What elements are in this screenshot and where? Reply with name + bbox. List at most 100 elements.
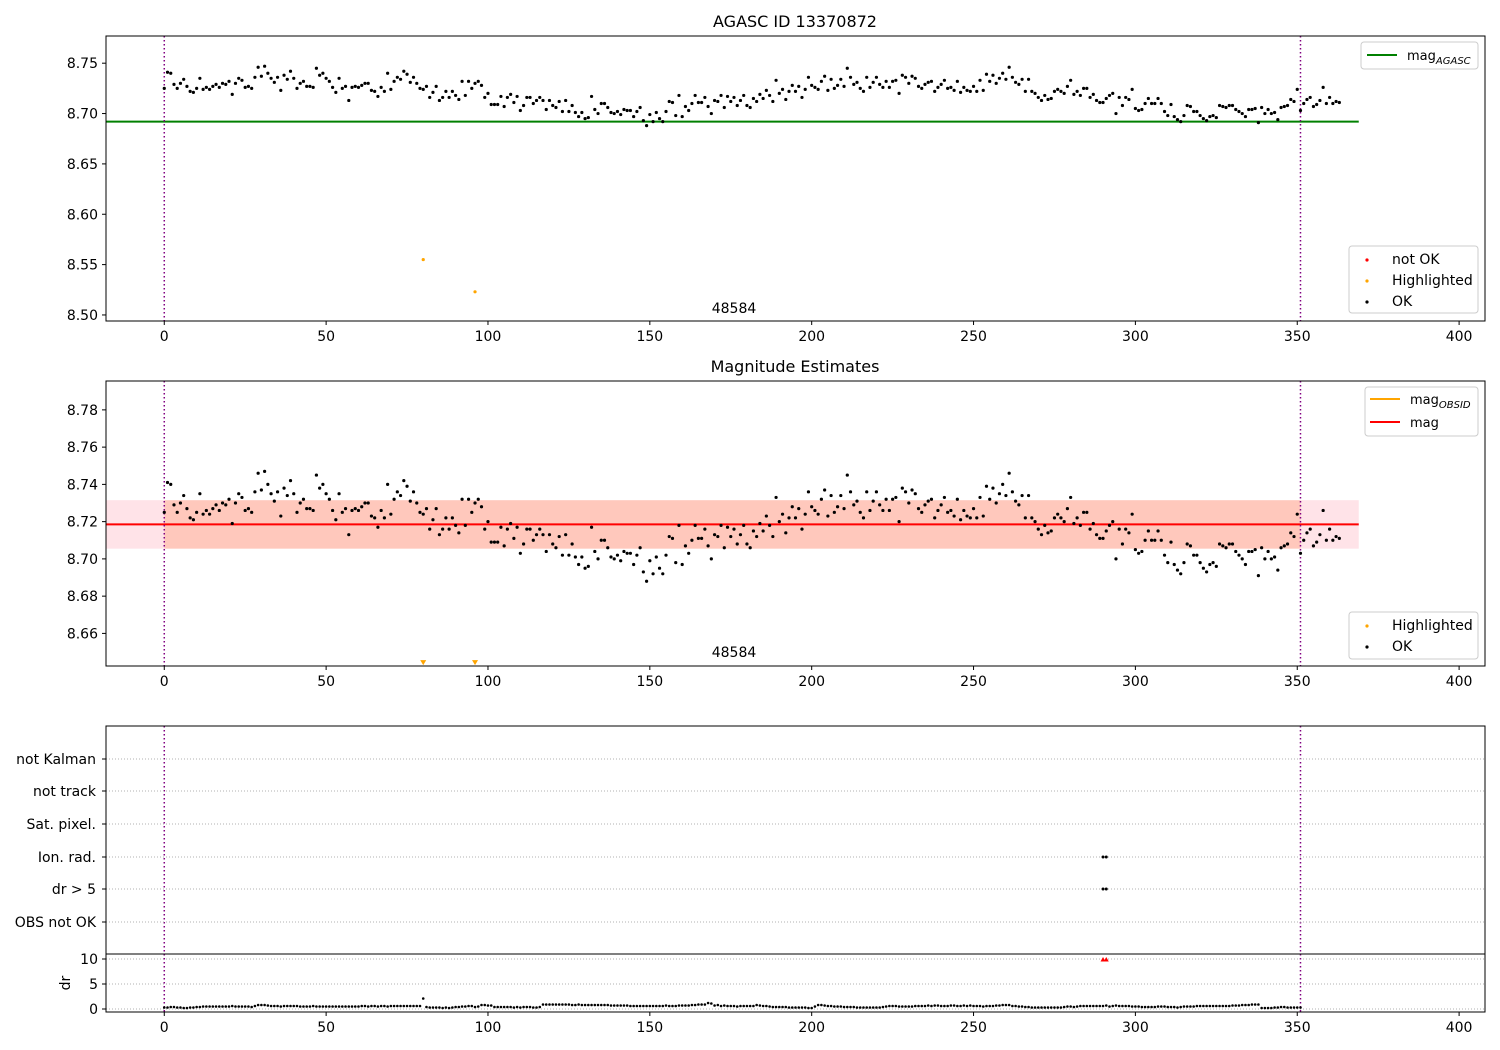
flag-label: OBS not OK	[15, 915, 97, 931]
ok-point	[327, 79, 331, 83]
ok-point	[874, 75, 879, 79]
ok-point	[220, 501, 225, 505]
ok-point	[211, 506, 215, 511]
ok-point	[1230, 542, 1235, 546]
ok-point	[411, 75, 416, 79]
ok-point	[1088, 527, 1092, 531]
ok-point	[1289, 97, 1293, 102]
ok-point	[275, 75, 280, 79]
dr-point	[1147, 1005, 1150, 1009]
dr-point	[629, 1004, 632, 1008]
ok-point	[1162, 109, 1167, 114]
dr-point	[1053, 1006, 1056, 1009]
dr-point	[781, 1005, 784, 1009]
ok-point	[460, 497, 464, 501]
ok-point	[1279, 546, 1283, 550]
dr-point	[732, 1004, 736, 1008]
dr-point	[1049, 1006, 1053, 1009]
ok-point	[405, 72, 409, 76]
ok-point	[172, 82, 176, 86]
ok-point	[382, 89, 386, 93]
dr-point	[871, 1006, 875, 1009]
dr-point	[567, 1003, 571, 1006]
dr-point	[509, 1005, 512, 1009]
dr-point	[554, 1003, 558, 1006]
ok-point	[444, 89, 448, 93]
ok-point	[722, 105, 726, 110]
ok-point	[373, 89, 377, 93]
ok-point	[920, 510, 924, 514]
ok-point	[1127, 531, 1131, 535]
ok-point	[418, 86, 422, 90]
dr-point	[956, 1004, 959, 1008]
ok-point	[182, 77, 186, 81]
x-tick-label: 200	[798, 674, 825, 690]
panel-magnitude-estimates: Magnitude Estimates 0 50 100 150 200 250 300 35…	[67, 357, 1486, 690]
ok-point	[282, 73, 286, 77]
ok-point	[318, 486, 322, 490]
ok-point	[599, 538, 603, 542]
ok-point	[1175, 568, 1180, 572]
dr-point	[829, 1004, 833, 1008]
ok-point	[832, 86, 836, 90]
dr-point	[185, 1006, 189, 1010]
ok-point	[454, 523, 458, 527]
ok-point	[327, 497, 331, 501]
ok-point	[428, 95, 432, 100]
dr-point	[460, 1005, 464, 1008]
ok-point	[735, 103, 739, 108]
ok-point	[1146, 529, 1150, 533]
dr-point	[519, 1006, 522, 1009]
ok-point	[337, 492, 341, 496]
dr-point	[1043, 1006, 1047, 1009]
ok-point	[444, 516, 448, 520]
ok-point	[263, 64, 267, 68]
dr-point	[638, 1004, 642, 1008]
dr-point	[289, 1004, 292, 1008]
ok-point	[1282, 544, 1286, 548]
dr-point	[658, 1004, 661, 1008]
ok-point	[687, 108, 691, 113]
ok-point	[502, 104, 506, 109]
ok-point	[1263, 557, 1267, 561]
dr-point	[803, 1006, 807, 1009]
dr-point	[357, 1005, 360, 1008]
ok-point	[285, 493, 289, 498]
ok-point	[790, 83, 794, 87]
ok-point	[810, 505, 814, 509]
x-tick-label: 200	[798, 329, 825, 345]
ok-point	[793, 516, 798, 520]
dr-point	[894, 1004, 898, 1008]
x-tick-label: 300	[1122, 1020, 1149, 1036]
x-tick-label: 150	[636, 674, 663, 690]
ok-point	[424, 506, 429, 511]
ok-point	[288, 479, 293, 483]
ok-point	[473, 501, 477, 505]
dr-point	[1092, 1004, 1095, 1008]
dr-point	[774, 1005, 778, 1009]
legend-label-mag: mag	[1410, 416, 1439, 431]
ok-point	[263, 469, 267, 473]
ok-point	[1056, 87, 1060, 91]
ok-point	[340, 86, 344, 90]
ok-point	[1098, 536, 1102, 541]
dr-point	[587, 1003, 590, 1007]
ok-point	[1253, 547, 1257, 552]
dr-point	[813, 1005, 817, 1008]
dr-point	[188, 1006, 192, 1009]
ok-point	[489, 102, 493, 107]
dr-point	[884, 1005, 888, 1008]
ok-point	[1208, 114, 1212, 119]
dr-point	[1247, 1003, 1250, 1007]
ok-point	[547, 98, 552, 103]
ok-point	[1007, 65, 1011, 69]
dr-point	[1182, 1005, 1186, 1008]
axes-frame	[105, 380, 1486, 667]
dr-point	[1208, 1004, 1212, 1008]
ok-point	[593, 107, 597, 112]
ok-point	[557, 534, 561, 539]
dr-point	[881, 1005, 885, 1009]
dr-point	[1130, 1005, 1134, 1008]
axes-frame	[105, 953, 1486, 1013]
